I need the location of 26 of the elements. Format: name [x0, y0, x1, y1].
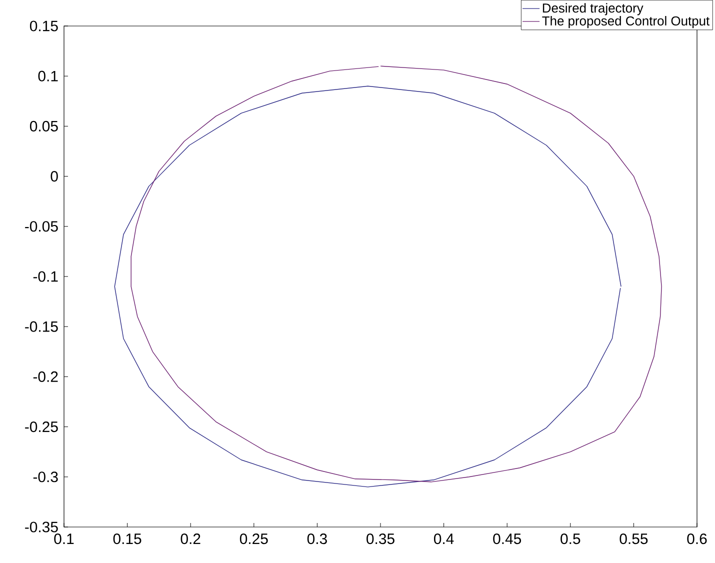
line-series — [130, 66, 662, 482]
x-tick-label: 0.2 — [180, 534, 200, 544]
x-tick-label: 0.35 — [366, 534, 394, 544]
legend-label: Desired trajectory — [542, 3, 644, 16]
y-tick-label: -0.15 — [25, 321, 58, 332]
y-tick-label: 0.05 — [30, 120, 58, 132]
y-tick-label: 0 — [50, 171, 58, 182]
y-tick-label: -0.1 — [33, 271, 58, 282]
y-tick-label: -0.3 — [33, 472, 58, 482]
y-tick-label: -0.05 — [25, 221, 58, 232]
y-tick-label: -0.25 — [25, 422, 58, 432]
x-tick-label: 0.4 — [434, 534, 454, 544]
legend-label: The proposed Control Output — [542, 16, 710, 28]
x-tick-label: 0.25 — [240, 534, 268, 544]
y-tick-label: -0.35 — [25, 522, 58, 532]
x-tick-label: 0.1 — [54, 534, 74, 544]
y-tick-label: 0.1 — [38, 70, 58, 82]
x-tick-label: 0.55 — [620, 534, 648, 544]
x-tick-label: 0.5 — [560, 534, 580, 544]
y-tick-label: -0.2 — [33, 371, 58, 382]
y-tick-label: 0.15 — [30, 20, 58, 32]
x-tick-label: 0.45 — [493, 534, 522, 544]
x-tick-label: 0.3 — [307, 534, 327, 544]
x-tick-label: 0.15 — [113, 534, 142, 544]
line-series — [114, 86, 622, 488]
x-tick-label: 0.6 — [687, 534, 707, 544]
